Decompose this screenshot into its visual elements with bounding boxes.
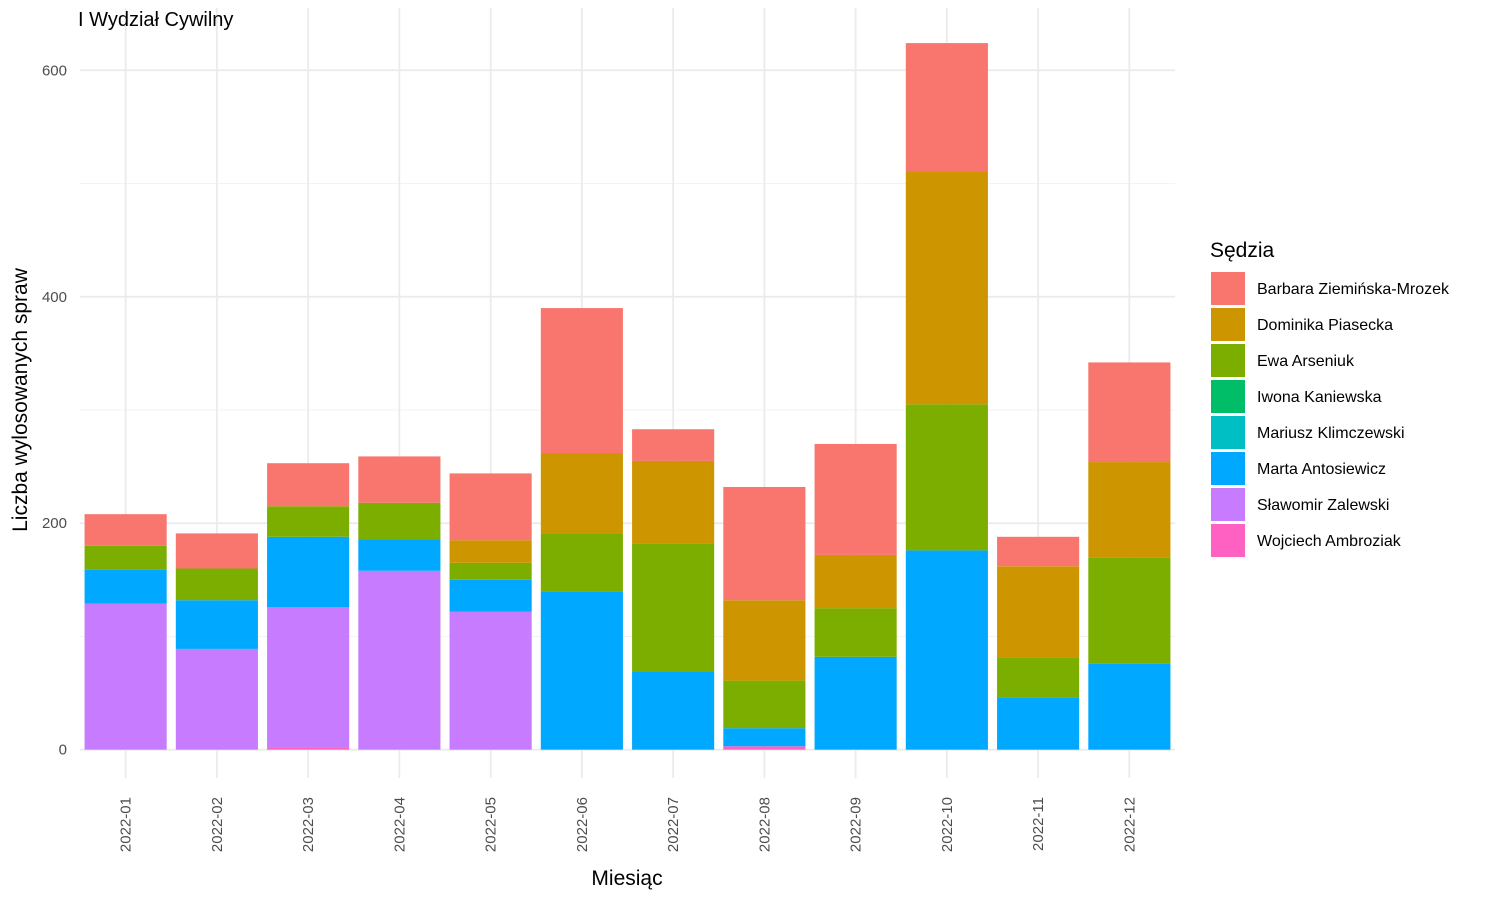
legend-label: Iwona Kaniewska: [1257, 389, 1382, 406]
bar-segment: [1088, 663, 1171, 750]
bar-segment: [175, 600, 258, 649]
bar-segment: [84, 514, 167, 546]
bar-segment: [814, 656, 897, 750]
x-tick-label: 2022-08: [756, 797, 773, 852]
x-tick-label: 2022-11: [1030, 797, 1047, 851]
legend-label: Sławomir Zalewski: [1257, 497, 1389, 514]
bar-segment: [814, 443, 897, 555]
legend: Sędzia Barbara Ziemińska-Mrozek Dominika …: [1210, 239, 1450, 557]
y-tick-label: 200: [42, 515, 67, 532]
bar-segment: [997, 566, 1080, 658]
bar-segment: [632, 460, 715, 544]
y-tick-label: 400: [42, 289, 67, 306]
bar-segment: [175, 648, 258, 750]
legend-swatch: [1211, 452, 1245, 485]
bar-segment: [540, 591, 623, 750]
x-tick-label: 2022-02: [209, 797, 226, 852]
bar-segment: [540, 308, 623, 454]
legend-label: Barbara Ziemińska-Mrozek: [1257, 281, 1450, 298]
bar-segment: [997, 536, 1080, 567]
bar-segment: [1088, 557, 1171, 664]
bar-segment: [267, 607, 350, 748]
bar-segment: [449, 562, 532, 580]
bar-segment: [358, 570, 441, 750]
legend-label: Wojciech Ambroziak: [1257, 533, 1402, 550]
legend-label: Marta Antosiewicz: [1257, 461, 1386, 478]
bar-segment: [358, 456, 441, 503]
legend-swatch: [1211, 380, 1245, 413]
bar-segment: [905, 550, 988, 750]
legend-swatch: [1211, 344, 1245, 377]
bar-segment: [723, 746, 806, 750]
legend-title: Sędzia: [1210, 239, 1275, 262]
bar-segment: [267, 747, 350, 750]
bar-segment: [997, 657, 1080, 698]
bar-segment: [632, 429, 715, 461]
y-axis-title: Liczba wylosowanych spraw: [9, 267, 32, 532]
bar-segment: [267, 536, 350, 608]
bar-segment: [905, 171, 988, 405]
legend-swatch: [1211, 416, 1245, 449]
bar-segment: [723, 680, 806, 729]
bar-segment: [1088, 362, 1171, 463]
bar-segment: [905, 43, 988, 172]
bar-segment: [449, 540, 532, 563]
x-tick-label: 2022-12: [1121, 797, 1138, 852]
bar-segment: [358, 502, 441, 540]
bar-segment: [84, 545, 167, 570]
bar-segment: [449, 473, 532, 541]
bar-segment: [267, 506, 350, 537]
x-tick-label: 2022-10: [939, 797, 956, 852]
legend-label: Dominika Piasecka: [1257, 317, 1393, 334]
y-tick-label: 0: [59, 742, 67, 759]
bar-segment: [175, 568, 258, 601]
legend-label: Mariusz Klimczewski: [1257, 425, 1405, 442]
bar-segment: [814, 554, 897, 609]
bar-segment: [449, 611, 532, 750]
x-tick-label: 2022-06: [574, 797, 591, 852]
x-tick-label: 2022-04: [391, 797, 408, 852]
legend-swatch: [1211, 524, 1245, 557]
bar-segment: [267, 463, 350, 507]
legend-swatch: [1211, 272, 1245, 305]
bar-segment: [449, 579, 532, 612]
bar-segment: [723, 600, 806, 681]
legend-swatch: [1211, 308, 1245, 341]
x-tick-label: 2022-05: [483, 797, 500, 852]
chart-title: I Wydział Cywilny: [78, 9, 233, 31]
bar-segment: [84, 603, 167, 750]
bar-segment: [84, 569, 167, 604]
axis-layer: 0 200 400 600 2022-01 2022-02 2022-03 2022-04 20…: [42, 62, 1138, 852]
legend-swatch: [1211, 488, 1245, 521]
bar-segment: [723, 486, 806, 601]
legend-label: Ewa Arseniuk: [1257, 353, 1355, 370]
bar-segment: [540, 453, 623, 534]
bar-segment: [723, 728, 806, 747]
x-axis-title: Miesiąc: [591, 867, 662, 890]
x-tick-label: 2022-09: [848, 797, 865, 852]
bar-segment: [175, 533, 258, 569]
bar-segment: [358, 539, 441, 571]
bar-segment: [540, 533, 623, 592]
bar-segment: [1088, 462, 1171, 558]
x-tick-label: 2022-01: [118, 797, 135, 852]
bar-segment: [632, 671, 715, 750]
x-tick-label: 2022-03: [300, 797, 317, 852]
x-tick-label: 2022-07: [665, 797, 682, 852]
bar-segment: [997, 697, 1080, 750]
bar-segment: [905, 404, 988, 551]
bar-segment: [632, 543, 715, 672]
y-tick-label: 600: [42, 62, 67, 79]
bars-layer: [84, 43, 1171, 750]
bar-segment: [814, 608, 897, 657]
